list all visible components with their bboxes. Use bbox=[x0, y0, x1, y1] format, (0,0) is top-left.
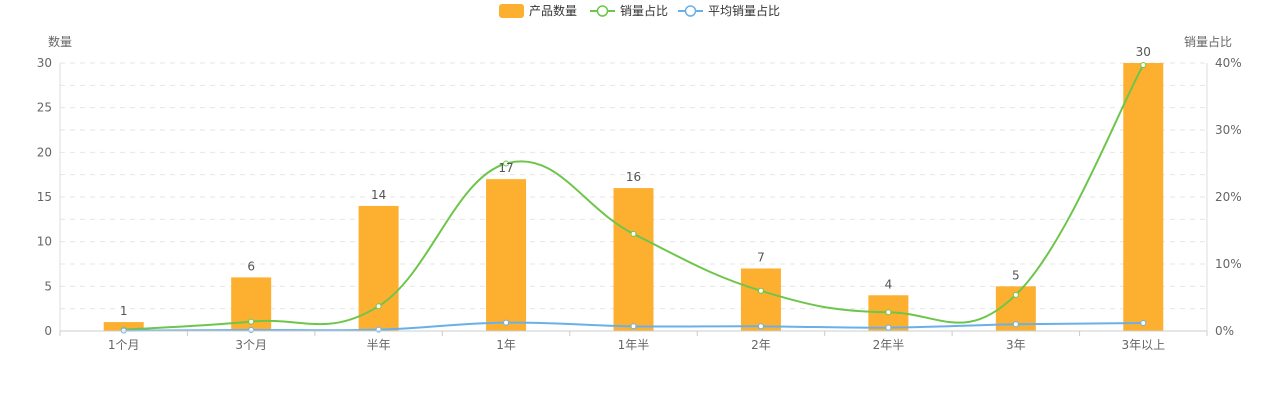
bar bbox=[613, 188, 654, 331]
line-point bbox=[375, 303, 382, 310]
x-tick-label: 2年半 bbox=[873, 338, 905, 352]
line-point bbox=[248, 326, 255, 333]
legend-label: 销量占比 bbox=[620, 3, 668, 18]
bar bbox=[358, 205, 399, 331]
y-right-tick-label: 20% bbox=[1215, 190, 1242, 204]
x-tick-label: 2年 bbox=[751, 338, 771, 352]
x-tick-label: 半年 bbox=[367, 338, 391, 352]
y-left-tick-label: 5 bbox=[44, 279, 52, 293]
left-axis-name: 数量 bbox=[48, 34, 72, 49]
line-point bbox=[1140, 62, 1147, 69]
series-lines bbox=[120, 62, 1147, 334]
x-tick-label: 1个月 bbox=[108, 338, 140, 352]
legend-marker bbox=[596, 5, 609, 17]
line-point bbox=[1012, 321, 1019, 328]
line-point bbox=[630, 323, 637, 330]
x-tick-label: 3年 bbox=[1006, 338, 1026, 352]
line-point bbox=[248, 318, 255, 325]
legend-label: 产品数量 bbox=[529, 3, 577, 18]
x-tick-label: 1年半 bbox=[618, 338, 650, 352]
bar-value-label: 14 bbox=[371, 188, 386, 202]
bar-value-label: 16 bbox=[626, 170, 641, 184]
y-right-tick-label: 40% bbox=[1215, 56, 1242, 70]
y-left-tick-label: 30 bbox=[37, 56, 52, 70]
bar-value-label: 1 bbox=[120, 304, 128, 318]
line-point bbox=[885, 324, 892, 331]
legend-label: 平均销量占比 bbox=[708, 3, 780, 18]
y-left-tick-label: 20 bbox=[37, 145, 52, 159]
bar bbox=[486, 179, 527, 331]
y-left-tick-label: 10 bbox=[37, 235, 52, 249]
x-tick-label: 3年以上 bbox=[1121, 338, 1165, 352]
line-point bbox=[885, 309, 892, 316]
y-right-tick-label: 10% bbox=[1215, 257, 1242, 271]
bar-value-label: 5 bbox=[1012, 268, 1020, 282]
line-point bbox=[503, 319, 510, 326]
bar bbox=[740, 268, 781, 331]
x-tick-label: 3个月 bbox=[235, 338, 267, 352]
y-left-tick-label: 15 bbox=[37, 190, 52, 204]
legend: 产品数量 销量占比 平均销量占比 bbox=[499, 3, 780, 18]
x-tick-label: 1年 bbox=[496, 338, 516, 352]
bar bbox=[1123, 63, 1164, 331]
line-point bbox=[1140, 319, 1147, 326]
legend-marker bbox=[684, 5, 697, 17]
line-point bbox=[757, 287, 764, 294]
bar-value-label: 6 bbox=[247, 259, 255, 273]
bar-value-label: 17 bbox=[498, 161, 513, 175]
y-right-tick-label: 30% bbox=[1215, 123, 1242, 137]
bar bbox=[103, 322, 144, 331]
bar-value-label: 30 bbox=[1136, 45, 1151, 59]
line-point bbox=[630, 230, 637, 237]
bar-value-label: 4 bbox=[885, 277, 893, 291]
line-point bbox=[503, 160, 510, 167]
legend-bar-swatch bbox=[499, 4, 524, 18]
y-left-tick-label: 0 bbox=[44, 324, 52, 338]
y-right-tick-label: 0% bbox=[1215, 324, 1234, 338]
y-left-tick-label: 25 bbox=[37, 101, 52, 115]
bar-value-label: 7 bbox=[757, 250, 765, 264]
line-point bbox=[757, 323, 764, 330]
line-point bbox=[1012, 291, 1019, 298]
right-axis-name: 销量占比 bbox=[1184, 34, 1232, 49]
